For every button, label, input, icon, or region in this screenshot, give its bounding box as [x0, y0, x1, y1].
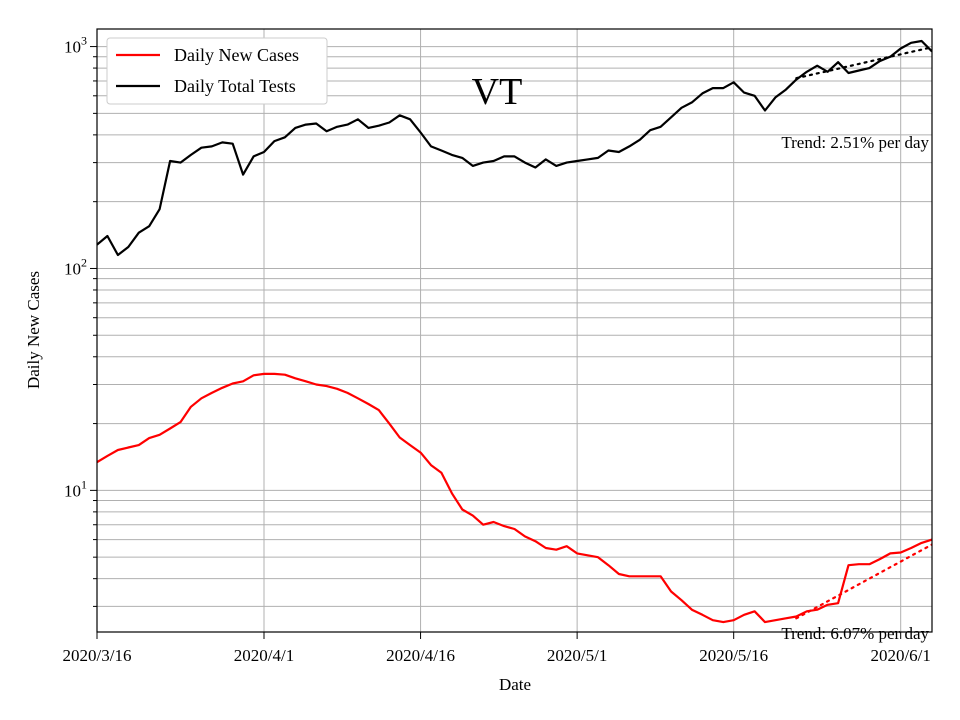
x-tick-label: 2020/6/1: [870, 646, 930, 665]
legend: Daily New Cases Daily Total Tests: [106, 37, 328, 105]
trend-label-cases: Trend: 6.07% per day: [781, 624, 929, 643]
series-line-daily-new-cases: [97, 372, 932, 624]
y-tick-label: 101: [64, 477, 87, 500]
grid: [96, 29, 932, 632]
x-tick-label: 2020/4/16: [386, 646, 455, 665]
x-tick-label: 2020/3/16: [63, 646, 132, 665]
y-axis-label: Daily New Cases: [24, 271, 43, 389]
y-tick-label: 102: [64, 255, 87, 278]
legend-label-daily-total-tests: Daily Total Tests: [174, 76, 296, 96]
legend-label-daily-new-cases: Daily New Cases: [174, 45, 299, 65]
x-tick-label: 2020/5/1: [547, 646, 607, 665]
y-tick-label: 103: [64, 34, 87, 57]
trend-line-tests: [795, 46, 932, 80]
chart-title: VT: [472, 71, 523, 113]
x-tick-label: 2020/5/16: [699, 646, 768, 665]
x-tick-label: 2020/4/1: [234, 646, 294, 665]
series-line-daily-total-tests: [97, 39, 932, 257]
x-axis-label: Date: [499, 675, 531, 694]
trend-line-cases: [795, 543, 932, 620]
legend-box: [106, 37, 328, 105]
plot-frame: [96, 28, 933, 633]
ticks: 2020/3/16 2020/4/1 2020/4/16 2020/5/1 2020/5…: [63, 34, 931, 665]
series-layer: [97, 39, 932, 624]
trend-layer: [795, 46, 932, 620]
trend-label-tests: Trend: 2.51% per day: [781, 133, 929, 152]
